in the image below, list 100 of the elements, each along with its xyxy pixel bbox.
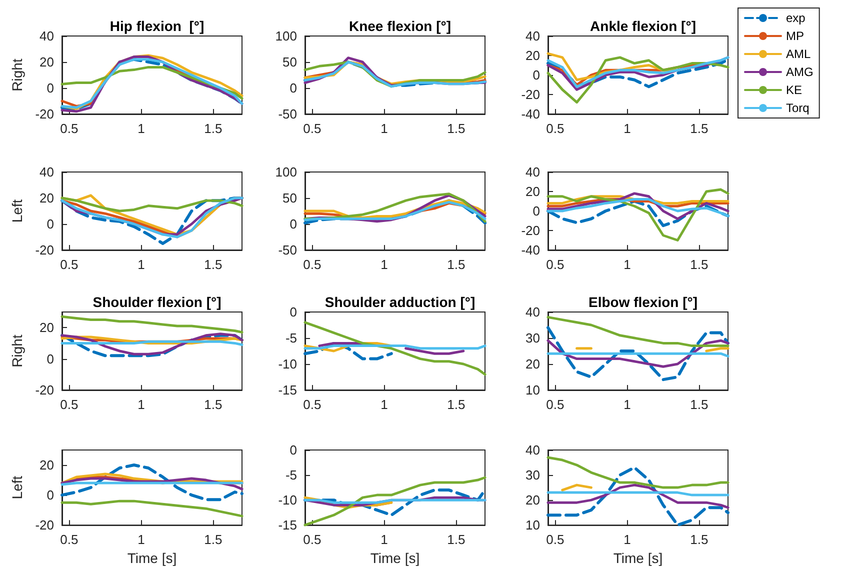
y-tick-label: -5 [285, 468, 297, 483]
y-tick-label: 20 [526, 48, 540, 63]
x-axis-title: Time [s] [613, 550, 663, 566]
y-tick-label: 50 [282, 54, 297, 70]
legend-label: MP [786, 29, 804, 43]
y-tick-label: 40 [526, 28, 540, 44]
y-tick-label: 30 [526, 330, 540, 346]
y-axis-title: Right [9, 58, 25, 92]
line-series [546, 188, 730, 242]
y-tick-label: -10 [278, 492, 297, 508]
y-tick-label: -20 [35, 518, 54, 533]
y-tick-label: -40 [521, 106, 540, 122]
y-tick-label: 20 [526, 356, 540, 372]
y-tick-label: -50 [278, 242, 297, 258]
chart-title: Knee flexion [°] [348, 18, 452, 34]
y-tick-label: 30 [526, 468, 540, 483]
x-tick-label: 1.5 [690, 121, 708, 136]
y-axis-title: Left [9, 199, 25, 223]
y-tick-label: 40 [526, 304, 540, 320]
line-series [60, 464, 244, 502]
line-series [546, 198, 730, 218]
line-series [304, 488, 486, 517]
y-tick-label: 20 [40, 320, 54, 336]
x-tick-label: 1 [624, 532, 631, 548]
x-tick-label: 1 [138, 532, 145, 548]
x-tick-label: 1.5 [447, 257, 466, 272]
y-tick-label: 40 [526, 442, 540, 458]
y-tick-label: -15 [278, 382, 297, 398]
x-tick-label: 0.5 [303, 397, 322, 412]
x-axis-title: Time [s] [370, 550, 420, 566]
chart-title: Ankle flexion [°] [590, 18, 696, 34]
x-tick-label: 1.5 [204, 532, 222, 548]
line-series [546, 484, 730, 509]
legend-label: KE [786, 83, 802, 97]
line-series [60, 196, 244, 212]
y-tick-label: -20 [35, 242, 54, 258]
legend-label: AMG [786, 65, 814, 79]
x-tick-label: 0.5 [60, 532, 78, 548]
y-tick-label: 0 [290, 216, 297, 232]
x-tick-label: 1 [138, 121, 145, 136]
y-tick-label: 40 [526, 164, 540, 180]
x-tick-label: 0.5 [546, 397, 564, 412]
y-tick-label: -20 [521, 223, 540, 238]
x-tick-label: 1.5 [690, 397, 708, 412]
y-tick-label: 0 [532, 68, 540, 82]
y-tick-label: 100 [275, 164, 297, 180]
x-tick-label: 0.5 [303, 257, 322, 272]
x-tick-label: 0.5 [60, 397, 78, 412]
x-tick-label: 0.5 [60, 121, 78, 136]
line-series [546, 200, 730, 228]
line-series [60, 315, 244, 334]
y-tick-label: 20 [40, 190, 54, 206]
x-tick-label: 1 [138, 257, 145, 272]
y-tick-label: 0 [290, 304, 297, 320]
y-tick-label: 20 [40, 54, 54, 70]
y-tick-label: 20 [526, 492, 540, 508]
x-tick-label: 1 [380, 397, 388, 412]
x-tick-label: 1.5 [447, 532, 466, 548]
line-series [304, 342, 393, 360]
y-tick-label: 10 [526, 382, 540, 398]
y-tick-label: -40 [521, 242, 540, 258]
chart-title: Shoulder adduction [°] [324, 294, 476, 310]
x-tick-label: 1.5 [204, 257, 222, 272]
y-tick-label: -15 [278, 518, 297, 533]
x-tick-label: 0.5 [60, 257, 78, 272]
y-tick-label: 0 [290, 442, 297, 458]
x-tick-label: 0.5 [303, 121, 322, 136]
line-series [546, 339, 730, 368]
x-tick-label: 1.5 [447, 121, 466, 136]
x-tick-label: 0.5 [546, 257, 564, 272]
y-tick-label: 40 [40, 28, 54, 44]
chart-title: Shoulder flexion [°] [92, 294, 222, 310]
line-series [304, 321, 486, 376]
x-tick-label: 0.5 [546, 532, 564, 548]
line-series [546, 456, 730, 489]
y-tick-label: -5 [285, 330, 297, 346]
y-tick-label: 0 [46, 351, 54, 366]
y-axis-title: Left [9, 476, 25, 500]
x-tick-label: 1.5 [204, 397, 222, 412]
y-tick-label: 100 [275, 28, 297, 44]
y-tick-label: 0 [46, 80, 54, 96]
x-tick-label: 1 [138, 397, 145, 412]
x-tick-label: 1 [380, 121, 388, 136]
legend-label: AML [786, 47, 811, 61]
chart-title: Elbow flexion [°] [588, 294, 698, 310]
x-tick-label: 1.5 [447, 397, 466, 412]
y-tick-label: -20 [35, 106, 54, 122]
x-tick-label: 1.5 [690, 532, 708, 548]
x-tick-label: 0.5 [546, 121, 564, 136]
y-axis-title: Right [9, 334, 25, 368]
x-tick-label: 0.5 [303, 532, 322, 548]
y-tick-label: 40 [40, 164, 54, 180]
x-tick-label: 1.5 [204, 121, 222, 136]
legend-label: Torq [786, 101, 810, 115]
chart-title: Hip flexion [°] [110, 18, 204, 34]
x-tick-label: 1 [624, 397, 631, 412]
legend-label: exp [786, 11, 806, 25]
x-tick-label: 1 [380, 257, 388, 272]
x-tick-label: 1 [624, 257, 631, 272]
y-tick-label: 50 [282, 190, 297, 206]
